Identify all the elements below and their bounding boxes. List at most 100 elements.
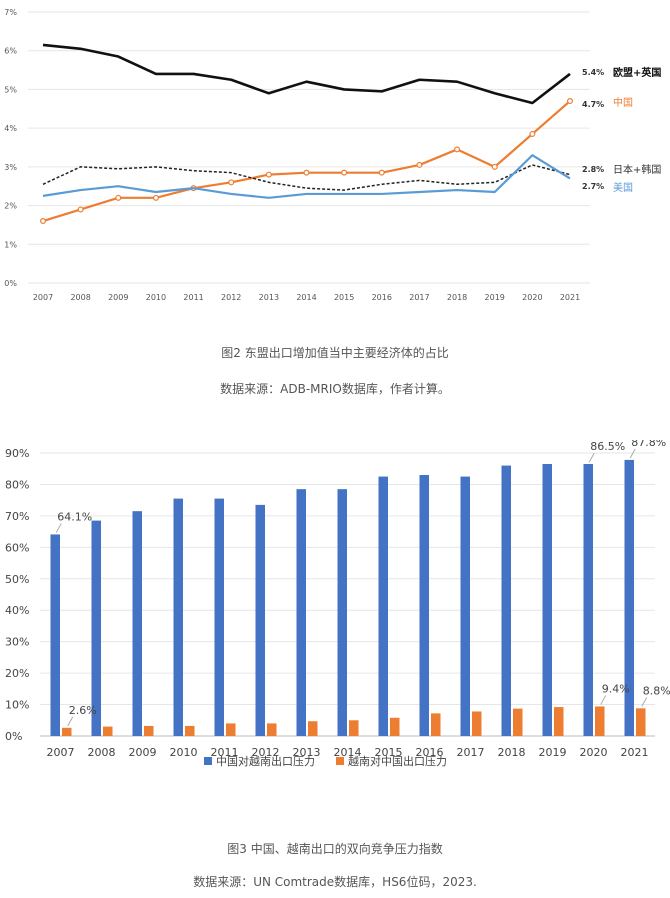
- y-tick-label: 60%: [5, 541, 29, 554]
- y-tick-label: 20%: [5, 667, 29, 680]
- x-tick-label: 2011: [211, 746, 239, 759]
- x-tick-label: 2013: [293, 746, 321, 759]
- chart1-source: 数据来源：ADB-MRIO数据库，作者计算。: [220, 382, 450, 396]
- y-tick-label: 0%: [4, 279, 17, 288]
- y-tick-label: 30%: [5, 636, 29, 649]
- data-point: [341, 169, 348, 176]
- data-label: 87.8%: [631, 440, 666, 449]
- x-tick-label: 2010: [146, 293, 166, 302]
- data-label: 86.5%: [590, 440, 625, 453]
- y-tick-label: 5%: [4, 85, 17, 94]
- bar-china-pressure: [255, 504, 265, 736]
- x-tick-label: 2016: [416, 746, 444, 759]
- x-tick-label: 2020: [522, 293, 542, 302]
- x-tick-label: 2014: [296, 293, 316, 302]
- series-end-value-label: 4.7%: [582, 100, 604, 109]
- x-tick-label: 2011: [183, 293, 203, 302]
- bar-vietnam-pressure: [226, 723, 236, 736]
- x-tick-label: 2017: [457, 746, 485, 759]
- x-tick-label: 2014: [334, 746, 362, 759]
- series-name-label: 中国: [613, 96, 633, 109]
- x-tick-label: 2018: [498, 746, 526, 759]
- bar-vietnam-pressure: [636, 708, 646, 736]
- legend-swatch: [336, 757, 344, 765]
- bar-china-pressure: [583, 464, 593, 736]
- data-point: [39, 218, 46, 225]
- y-tick-label: 4%: [4, 124, 17, 133]
- x-tick-label: 2020: [580, 746, 608, 759]
- bar-china-pressure: [337, 489, 347, 736]
- y-tick-label: 90%: [5, 447, 29, 460]
- bar-vietnam-pressure: [513, 708, 523, 736]
- bar-vietnam-pressure: [595, 706, 605, 736]
- y-tick-label: 10%: [5, 699, 29, 712]
- data-point: [566, 98, 573, 105]
- x-tick-label: 2021: [621, 746, 649, 759]
- bar-china-pressure: [501, 465, 511, 736]
- x-tick-label: 2019: [539, 746, 567, 759]
- x-tick-label: 2007: [47, 746, 75, 759]
- series-name-label: 日本+韩国: [613, 163, 661, 176]
- chart2-title: 图3 中国、越南出口的双向竞争压力指数: [227, 842, 443, 856]
- x-tick-label: 2017: [409, 293, 429, 302]
- data-point: [378, 169, 385, 176]
- series-line-4: [42, 154, 571, 199]
- data-point: [152, 194, 159, 201]
- bar-vietnam-pressure: [390, 717, 400, 736]
- legend-swatch: [204, 757, 212, 765]
- legend-label: 越南对中国出口压力: [348, 754, 447, 768]
- data-point: [529, 130, 536, 137]
- y-tick-label: 50%: [5, 573, 29, 586]
- chart1-title: 图2 东盟出口增加值当中主要经济体的占比: [221, 346, 449, 360]
- chart2-source: 数据来源：UN Comtrade数据库，HS6位码，2023.: [193, 875, 477, 889]
- x-tick-label: 2007: [33, 293, 53, 302]
- bar-china-pressure: [460, 476, 470, 736]
- x-tick-label: 2008: [70, 293, 90, 302]
- x-tick-label: 2012: [252, 746, 280, 759]
- bar-china-pressure: [91, 520, 101, 736]
- bar-china-pressure: [50, 534, 60, 736]
- x-tick-label: 2013: [259, 293, 279, 302]
- series-line-2: [42, 100, 571, 223]
- bar-china-pressure: [624, 459, 634, 736]
- bar-vietnam-pressure: [103, 726, 113, 736]
- data-point: [491, 163, 498, 170]
- series-name-label: 欧盟+英国: [613, 66, 661, 79]
- series-end-value-label: 2.7%: [582, 182, 604, 191]
- annotation-leader-line: [67, 716, 74, 727]
- data-label: 64.1%: [57, 510, 92, 523]
- x-tick-label: 2009: [108, 293, 128, 302]
- bar-vietnam-pressure: [472, 711, 482, 736]
- data-point: [77, 206, 84, 213]
- data-label: 2.6%: [69, 704, 97, 717]
- bar-china-pressure: [132, 511, 142, 736]
- bar-china-pressure: [542, 464, 552, 736]
- bar-vietnam-pressure: [185, 725, 195, 736]
- bar-vietnam-pressure: [431, 713, 441, 736]
- series-end-value-label: 5.4%: [582, 68, 604, 77]
- annotation-leader-line: [600, 695, 607, 705]
- bar-chart-export-pressure: 0% 10% 20% 30% 40% 50% 60% 70% 80% 90% 2007 2008 200…: [5, 440, 670, 768]
- bar-china-pressure: [173, 498, 183, 736]
- data-label: 9.4%: [602, 682, 630, 695]
- bar-china-pressure: [296, 489, 306, 736]
- x-tick-label: 2015: [334, 293, 354, 302]
- bar-china-pressure: [214, 498, 224, 736]
- x-tick-label: 2008: [88, 746, 116, 759]
- y-tick-label: 0%: [5, 730, 22, 743]
- bar-vietnam-pressure: [144, 725, 154, 736]
- y-tick-label: 3%: [4, 163, 17, 172]
- series-end-value-label: 2.8%: [582, 165, 604, 174]
- data-point: [228, 179, 235, 186]
- y-tick-label: 1%: [4, 240, 17, 249]
- data-point: [416, 161, 423, 168]
- data-point: [303, 169, 310, 176]
- bar-china-pressure: [378, 476, 388, 736]
- x-tick-label: 2012: [221, 293, 241, 302]
- data-point: [115, 194, 122, 201]
- data-label: 8.8%: [643, 684, 670, 697]
- y-tick-label: 2%: [4, 202, 17, 211]
- data-point: [265, 171, 272, 178]
- annotation-leader-line: [55, 523, 62, 533]
- x-tick-label: 2021: [560, 293, 580, 302]
